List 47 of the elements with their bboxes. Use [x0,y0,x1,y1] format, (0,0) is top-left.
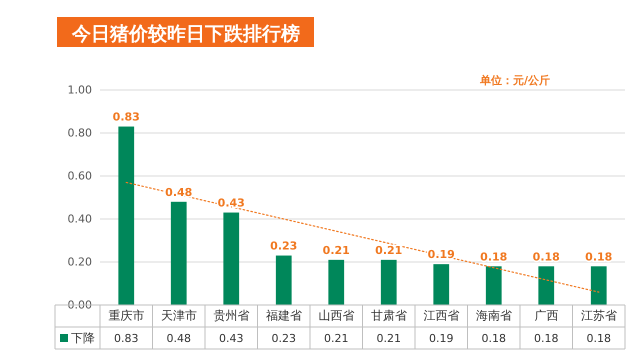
data-label: 0.18 [482,332,506,345]
text: 单位：元/公斤 [478,74,550,87]
y-tick-label: 0.60 [68,170,92,183]
x-tick-label: 甘肃省 [370,308,407,323]
text: 0.18 [480,250,508,264]
text: 0.43 [218,196,245,210]
y-tick-label: 0.40 [68,212,92,226]
text: 0.21 [322,244,350,257]
text: 0.23 [270,240,298,253]
bar [118,126,134,305]
data-label: 0.18 [586,332,611,345]
text: 0.18 [532,250,560,264]
bar [590,266,607,305]
x-tick-label: 海南省 [476,308,512,323]
text: 0.83 [112,110,140,124]
chart-title: 今日猪价较昨日下跌排行榜 [71,23,300,45]
bar [223,212,240,305]
y-tick-label: 0.80 [68,126,92,140]
data-label: 0.21 [324,332,348,345]
data-label: 0.48 [166,332,191,345]
data-label: 0.83 [114,332,138,345]
x-tick-label: 重庆市 [108,308,144,323]
bar [170,202,187,305]
data-label: 0.43 [219,332,244,345]
x-tick-label: 福建省 [266,308,302,323]
text: 0.48 [165,186,192,199]
bar [486,266,502,305]
x-tick-label: 贵州省 [213,308,250,323]
x-tick-label: 江西省 [423,308,460,323]
x-tick-label: 山西省 [318,308,354,323]
y-tick-label: 0.20 [68,256,92,269]
bar [433,264,450,305]
text: 0.21 [375,244,402,257]
x-tick-label: 江苏省 [580,308,617,323]
data-label: 0.19 [429,332,454,345]
x-tick-label: 天津市 [160,308,197,323]
bar [538,266,554,305]
bar [328,260,344,305]
legend-label: 下降 [71,331,95,345]
data-label: 0.21 [376,332,401,345]
bar [380,260,397,305]
data-label: 0.23 [272,332,296,345]
data-label: 0.18 [534,332,558,345]
x-tick-label: 广西 [534,308,558,323]
y-tick-label: 1.00 [68,84,92,97]
bar [276,256,292,305]
text: 0.18 [585,250,612,264]
